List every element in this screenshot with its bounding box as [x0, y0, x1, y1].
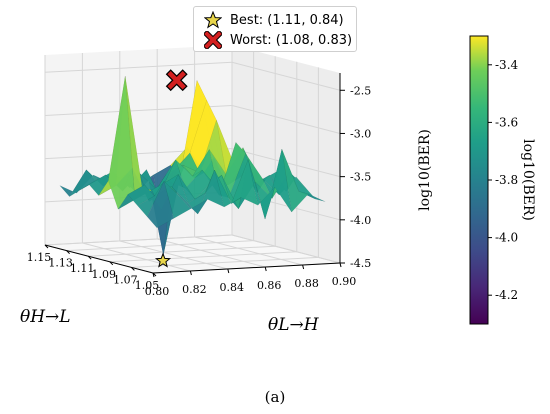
surface-facet: [175, 159, 203, 189]
colorbar-tick-label: -3.4: [495, 58, 519, 72]
figure-caption: (a): [264, 388, 286, 406]
surface-facet: [230, 158, 259, 206]
colorbar: [469, 35, 489, 325]
grid-line: [109, 251, 297, 263]
x-tick-mark: [44, 244, 49, 249]
z-axis-label: log10(BER): [417, 129, 433, 211]
x-tick-mark: [109, 261, 114, 266]
axis-lines: [44, 73, 341, 274]
x-tick-label: 1.09: [92, 268, 117, 281]
y-tick-mark: [302, 264, 305, 270]
grid-line: [82, 242, 191, 272]
x-tick-label: 1.05: [135, 279, 160, 292]
x-marker-icon: [204, 31, 222, 49]
x-tick-mark: [131, 267, 135, 271]
y-tick-label: 0.80: [145, 285, 170, 298]
y-axis-line: [152, 262, 341, 274]
y-tick-mark: [152, 272, 155, 278]
y-tick-label: 0.82: [182, 283, 207, 296]
colorbar-tick-label: -4.2: [495, 288, 518, 302]
grid-line: [88, 245, 276, 257]
worst-marker: [167, 71, 186, 90]
grid-line: [119, 240, 228, 270]
y-tick-mark: [339, 262, 342, 268]
legend-item-worst: Worst: (1.08, 0.83): [204, 30, 352, 50]
x-tick-label: 1.15: [27, 251, 52, 264]
grid-line: [231, 61, 341, 91]
colorbar-tick-label: -3.6: [495, 115, 518, 129]
x-tick-mark: [87, 255, 92, 260]
legend-label-worst: Worst: (1.08, 0.83): [230, 32, 353, 48]
x-tick-mark: [66, 250, 70, 254]
grid-line: [157, 238, 266, 268]
z-tick-label: -2.5: [350, 84, 371, 97]
colorbar-ticks: -3.4 -3.6 -3.8 -4.0 -4.2: [488, 58, 519, 302]
surface-plot: [59, 76, 326, 256]
grid-line: [194, 236, 303, 266]
grid-line: [44, 234, 233, 246]
surface-facet: [180, 197, 208, 215]
surface-facet: [214, 169, 242, 208]
z-tick-label: -4.0: [350, 214, 371, 227]
colorbar-tick-label: -3.8: [495, 173, 518, 187]
legend-label-best: Best: (1.11, 0.84): [230, 12, 344, 28]
y-tick-mark: [264, 266, 267, 272]
grid-line: [66, 240, 254, 252]
grid-line: [231, 234, 341, 264]
x-axis-line: [44, 244, 154, 274]
star-icon: [204, 11, 222, 29]
z-tick-label: -4.5: [350, 257, 371, 270]
x-tick-label: 1.07: [113, 273, 138, 286]
surface-facet: [163, 180, 191, 219]
grid-line: [231, 104, 341, 134]
axes-panes: [45, 45, 340, 273]
grid-line: [131, 256, 319, 268]
markers: [154, 69, 188, 268]
x-tick-label: 1.13: [48, 257, 73, 270]
y-axis-label: θL→H: [268, 315, 320, 335]
surface-facet: [146, 180, 175, 229]
colorbar-tick-label: -4.0: [495, 231, 518, 245]
y-tick-label: 0.84: [220, 281, 245, 294]
legend: Best: (1.11, 0.84) Worst: (1.08, 0.83): [193, 6, 357, 52]
z-tick-label: -3.5: [350, 171, 371, 184]
grid-line: [44, 61, 233, 73]
y-tick-label: 0.86: [257, 279, 282, 292]
y-tick-mark: [227, 268, 230, 274]
x-tick-label: 1.11: [70, 262, 95, 275]
back-pane-right: [232, 45, 340, 263]
floor-pane: [45, 235, 340, 273]
legend-item-best: Best: (1.11, 0.84): [204, 10, 344, 30]
y-tick-label: 0.88: [294, 277, 319, 290]
best-marker: [154, 252, 172, 268]
colorbar-label: log10(BER): [520, 139, 536, 221]
tick-labels: 1.051.071.091.111.131.15 0.80 0.82 0.84 0.86…: [27, 84, 371, 298]
y-tick-mark: [189, 270, 192, 276]
y-tick-label: 0.90: [332, 275, 357, 288]
z-tick-label: -3.0: [350, 127, 371, 140]
x-axis-label: θH→L: [20, 307, 71, 327]
